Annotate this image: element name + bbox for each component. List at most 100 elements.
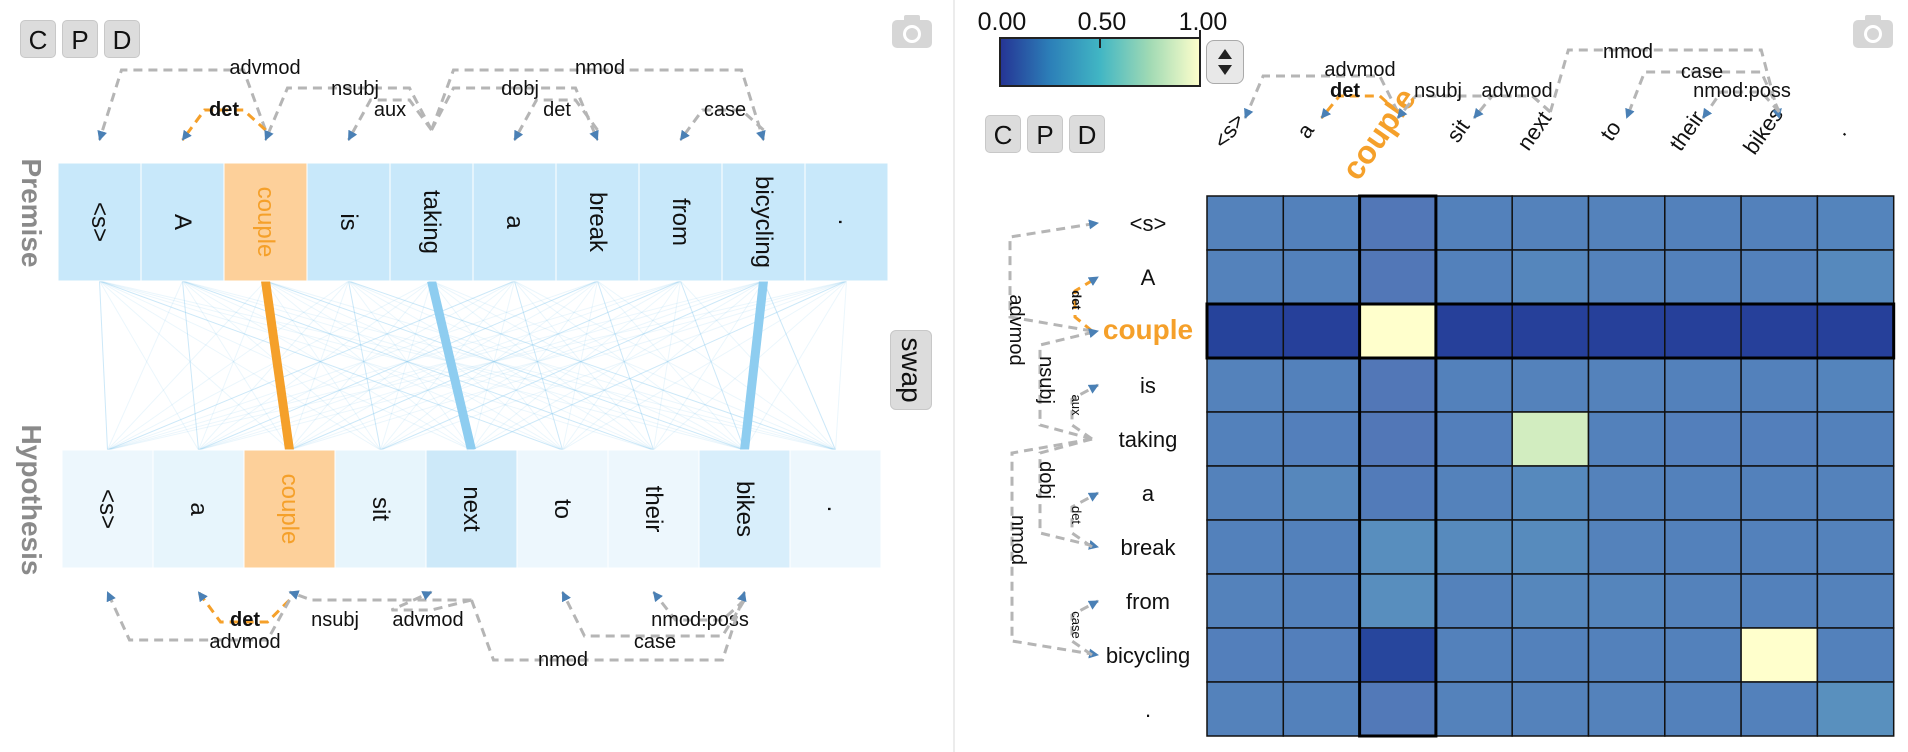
p-button-right[interactable]: P xyxy=(1027,115,1063,153)
heatmap-cell xyxy=(1282,465,1361,521)
heatmap-cell xyxy=(1587,357,1666,413)
c-button[interactable]: C xyxy=(20,20,56,58)
heatmap-cell xyxy=(1282,627,1361,683)
heatmap-highlight-col xyxy=(1358,194,1438,738)
alignment-link xyxy=(835,280,847,451)
heatmap-col-arc xyxy=(1320,94,1399,119)
premise-token: a xyxy=(501,215,528,229)
premise-arc-label: det xyxy=(209,99,239,121)
p-button[interactable]: P xyxy=(62,20,98,58)
alignment-link xyxy=(471,280,515,451)
hypothesis-arc-label: case xyxy=(634,631,676,653)
alignment-link xyxy=(380,280,847,451)
premise-arc xyxy=(679,108,765,141)
heatmap-row-label: from xyxy=(1126,589,1170,614)
alignment-link xyxy=(265,280,836,451)
hypothesis-token: a xyxy=(185,502,212,516)
heatmap-col-label: . xyxy=(1827,121,1851,140)
heatmap-cell xyxy=(1511,681,1590,737)
premise-token: A xyxy=(169,214,196,230)
heatmap-col-label: <s> xyxy=(1208,108,1250,152)
heatmap-cell xyxy=(1206,519,1285,575)
colorbar: 0.00 0.50 1.00 xyxy=(978,8,1227,87)
alignment-link xyxy=(99,280,290,451)
alignment-link xyxy=(514,280,836,451)
premise-token-box xyxy=(223,162,308,282)
d-button-right[interactable]: D xyxy=(1069,115,1105,153)
camera-lens xyxy=(906,28,918,40)
alignment-link xyxy=(763,280,836,451)
heatmap-cell xyxy=(1740,627,1819,683)
hypothesis-arc-label: nsubj xyxy=(311,609,359,631)
alignment-link xyxy=(380,280,598,451)
hypothesis-arc-label: nmod:poss xyxy=(651,609,749,631)
heatmap-cell xyxy=(1511,465,1590,521)
heatmap-col-label: bikes xyxy=(1738,102,1788,158)
premise-label: Premise xyxy=(16,159,47,268)
alignment-link xyxy=(562,280,847,451)
heatmap-cell xyxy=(1816,519,1895,575)
alignment-link xyxy=(182,280,836,451)
hypothesis-token: next xyxy=(458,486,485,532)
alignment-link xyxy=(471,280,598,451)
alignment-link xyxy=(198,280,847,451)
alignment-link xyxy=(562,280,764,451)
premise-token-box xyxy=(57,162,142,282)
heatmap-row-arc-label: advmod xyxy=(1005,294,1027,365)
heatmap-cell xyxy=(1511,573,1590,629)
premise-arc-label: nsubj xyxy=(331,78,379,100)
heatmap-cell xyxy=(1282,357,1361,413)
hypothesis-arc xyxy=(652,591,746,622)
hypothesis-token: . xyxy=(822,506,849,513)
heatmap-cell xyxy=(1740,465,1819,521)
heatmap-col-arc-label: det xyxy=(1330,80,1360,102)
heatmap-row-label: a xyxy=(1142,481,1155,506)
swap-button[interactable]: swap xyxy=(890,330,932,410)
heatmap-col-arc xyxy=(1396,94,1552,119)
alignment-link xyxy=(198,280,432,451)
heatmap-row-arc xyxy=(1008,219,1099,333)
heatmap-cell xyxy=(1740,357,1819,413)
heatmap-cell xyxy=(1511,303,1590,359)
premise-arc xyxy=(181,108,267,141)
alignment-link xyxy=(348,280,381,451)
hypothesis-arc xyxy=(561,591,746,638)
hypothesis-token-box xyxy=(789,449,882,569)
premise-arc-label: aux xyxy=(374,99,406,121)
heatmap-row-arc-label: dobj xyxy=(1035,461,1057,499)
alignment-link xyxy=(289,280,681,451)
alignment-link xyxy=(99,280,836,451)
premise-token-box xyxy=(472,162,557,282)
hypothesis-label: Hypothesis xyxy=(16,425,47,576)
heatmap-cell xyxy=(1358,465,1437,521)
stepper-icon[interactable] xyxy=(1206,40,1244,84)
alignment-link xyxy=(289,280,847,451)
heatmap-col-arc-label: advmod xyxy=(1324,59,1395,81)
heatmap-cell xyxy=(1587,627,1666,683)
alignment-link xyxy=(99,280,563,451)
heatmap-cell xyxy=(1435,357,1513,413)
alignment-link xyxy=(107,280,515,451)
heatmap-row-arc-label: nmod xyxy=(1007,515,1029,565)
heatmap-cell xyxy=(1358,519,1437,575)
heatmap-cell xyxy=(1206,357,1285,413)
hypothesis-token: their xyxy=(640,486,667,533)
d-button[interactable]: D xyxy=(104,20,140,58)
heatmap-row-arc-label: nsubj xyxy=(1035,356,1057,404)
heatmap-cell xyxy=(1740,573,1819,629)
heatmap-row-arc-label: det xyxy=(1069,506,1084,524)
c-button-right[interactable]: C xyxy=(985,115,1021,153)
alignment-link xyxy=(182,280,745,451)
premise-token-box xyxy=(721,162,806,282)
heatmap-col-label: next xyxy=(1512,106,1556,154)
heatmap-row-label: bicycling xyxy=(1106,643,1190,668)
alignment-link xyxy=(198,280,266,451)
alignment-link xyxy=(597,280,745,451)
alignment-link xyxy=(265,280,745,451)
alignment-link xyxy=(597,280,836,451)
heatmap-cell xyxy=(1282,519,1361,575)
alignment-link xyxy=(289,280,515,451)
premise-arc xyxy=(430,68,766,141)
